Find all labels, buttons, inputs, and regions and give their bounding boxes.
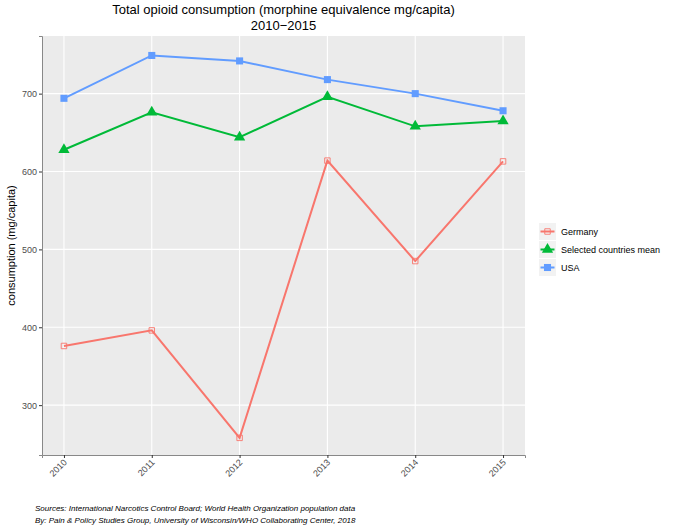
legend-label: Germany: [561, 227, 599, 237]
series-marker: [322, 90, 333, 100]
legend-label: Selected countries mean: [561, 245, 660, 255]
y-tick-label: 500: [22, 245, 37, 255]
series-marker: [500, 107, 507, 114]
caption: Sources: International Narcotics Control…: [35, 504, 356, 513]
x-grid-line: [151, 36, 152, 455]
y-tick-label: 300: [22, 401, 37, 411]
y-grid-line: [42, 405, 525, 406]
x-tick-label: 2013: [311, 457, 332, 478]
series-marker: [58, 143, 69, 153]
x-tick-mark: [503, 455, 504, 458]
y-tick-mark: [39, 172, 42, 173]
chart-svg: 300 400 500 600 700 2010 2011 2012 2013 2014 2015 T…: [0, 0, 684, 530]
x-tick-mark: [152, 455, 153, 458]
y-tick: 700: [22, 89, 42, 99]
series-marker: [146, 106, 157, 116]
series-marker: [61, 343, 66, 348]
series-line: [64, 161, 503, 438]
y-tick-label: 600: [22, 167, 37, 177]
y-grid-line: [42, 171, 525, 172]
series-marker: [148, 52, 155, 59]
y-tick-mark: [39, 405, 42, 406]
y-axis: 300 400 500 600 700: [22, 37, 43, 456]
legend-key-marker: [544, 264, 551, 271]
series-marker: [497, 114, 508, 124]
legend: Germany Selected countries mean USA: [539, 223, 660, 276]
y-tick-mark: [39, 94, 42, 95]
x-grid-line: [502, 36, 503, 455]
series-marker: [324, 76, 331, 83]
x-tick-mark: [64, 455, 65, 458]
y-grid-line: [42, 249, 525, 250]
series-marker: [412, 90, 419, 97]
series-marker: [410, 120, 421, 130]
y-tick: 400: [22, 323, 42, 333]
y-tick-label: 400: [22, 323, 37, 333]
x-tick: 2014: [399, 455, 420, 479]
series-marker: [412, 258, 417, 263]
series-marker: [234, 131, 245, 141]
chart-title: Total opioid consumption (morphine equiv…: [112, 2, 455, 17]
x-tick: 2010: [48, 455, 69, 479]
legend-key-marker: [542, 243, 553, 253]
legend-key-bg: [539, 241, 556, 258]
series-marker: [60, 95, 67, 102]
x-grid-line: [239, 36, 240, 455]
y-tick-mark: [39, 249, 42, 250]
plot-area: [58, 52, 508, 441]
x-tick: 2011: [136, 455, 157, 478]
series-marker: [500, 159, 505, 164]
x-tick-label: 2010: [48, 457, 69, 478]
y-tick-mark: [39, 327, 42, 328]
y-grid-line: [42, 93, 525, 94]
legend-key-bg: [539, 259, 556, 276]
y-tick: 500: [22, 245, 42, 255]
legend-key-line: [541, 231, 555, 233]
x-tick-label: 2011: [136, 457, 157, 478]
y-tick: 600: [22, 167, 42, 177]
plot-background: [42, 36, 525, 455]
x-axis-line: [43, 456, 526, 459]
series-marker: [236, 57, 243, 64]
legend-key-bg: [539, 223, 556, 240]
legend-label: USA: [561, 263, 580, 273]
x-axis: 2010 2011 2012 2013 2014 2015: [43, 455, 526, 479]
x-tick-label: 2012: [223, 457, 244, 478]
y-tick-label: 700: [22, 89, 37, 99]
series-marker: [149, 328, 154, 333]
x-tick-label: 2015: [487, 457, 508, 478]
x-tick: 2013: [311, 455, 332, 479]
x-tick-mark: [415, 455, 416, 458]
x-tick-mark: [240, 455, 241, 458]
chart-subtitle: 2010−2015: [251, 18, 316, 33]
y-tick: 300: [22, 401, 42, 411]
y-axis-line: [39, 37, 43, 456]
series-line: [64, 55, 503, 110]
chart-container: 300 400 500 600 700 2010 2011 2012 2013 2014 2015 T…: [0, 0, 684, 530]
x-tick-mark: [327, 455, 328, 458]
series-marker: [325, 158, 330, 163]
legend-key-marker: [545, 229, 550, 234]
caption: By: Pain & Policy Studies Group, Univers…: [35, 516, 356, 525]
series-marker: [237, 435, 242, 440]
x-tick-label: 2014: [399, 457, 420, 478]
y-axis-title: consumption (mg/capita): [5, 185, 17, 305]
y-grid-line: [42, 327, 525, 328]
x-tick: 2015: [487, 455, 508, 479]
x-tick: 2012: [223, 455, 244, 479]
grid: [42, 36, 525, 455]
series-line: [64, 97, 503, 150]
x-grid-line: [415, 36, 416, 455]
